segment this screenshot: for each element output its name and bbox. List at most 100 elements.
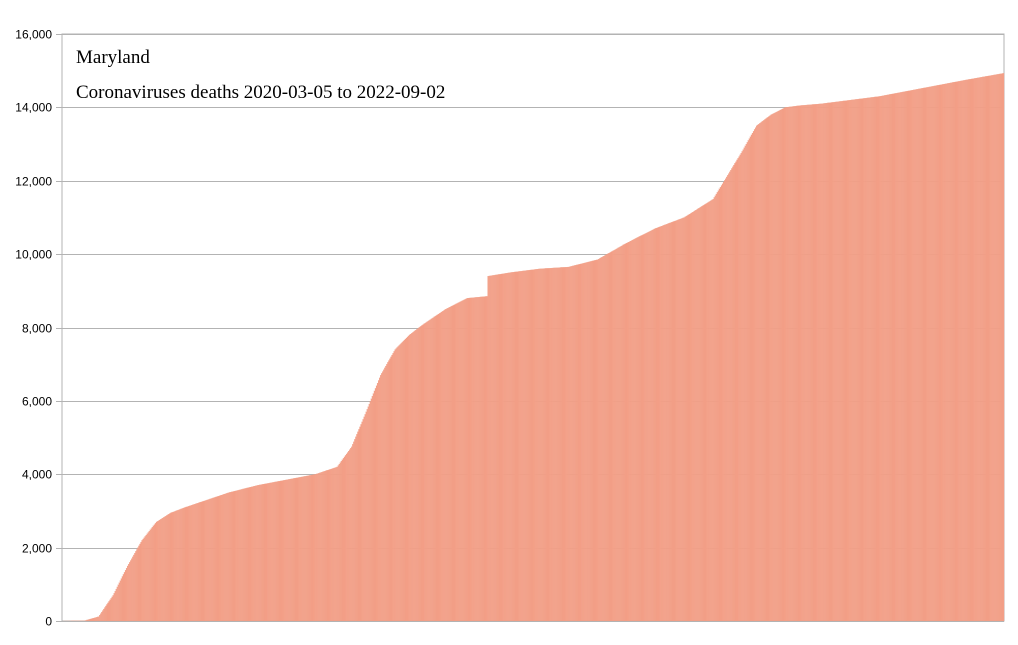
bar bbox=[394, 349, 396, 622]
bar bbox=[276, 481, 278, 622]
bar bbox=[300, 476, 302, 622]
bar bbox=[973, 78, 976, 622]
bar bbox=[139, 543, 141, 622]
bar bbox=[914, 89, 916, 622]
bar bbox=[533, 269, 536, 622]
bar bbox=[753, 129, 756, 622]
bar bbox=[593, 260, 596, 622]
bar bbox=[634, 238, 636, 622]
bar bbox=[358, 429, 360, 622]
bar bbox=[332, 468, 334, 622]
bar bbox=[878, 96, 881, 622]
bar bbox=[860, 98, 862, 622]
bar bbox=[415, 330, 417, 622]
bar bbox=[273, 482, 275, 622]
bar bbox=[843, 100, 846, 622]
bar bbox=[489, 275, 491, 622]
bar bbox=[667, 223, 669, 622]
bar bbox=[280, 480, 283, 622]
bar bbox=[654, 228, 657, 622]
bar bbox=[808, 104, 810, 622]
bar bbox=[278, 481, 281, 622]
bar bbox=[231, 491, 233, 622]
bar bbox=[164, 516, 166, 622]
bar bbox=[317, 473, 319, 622]
bar bbox=[782, 108, 785, 622]
bar bbox=[742, 149, 744, 622]
bar bbox=[184, 507, 187, 622]
bar bbox=[780, 109, 783, 622]
bar bbox=[176, 510, 178, 622]
bar bbox=[314, 474, 317, 622]
bar bbox=[299, 477, 301, 622]
bar bbox=[965, 79, 967, 622]
bar bbox=[836, 101, 838, 622]
bar bbox=[515, 271, 517, 622]
bar bbox=[298, 477, 300, 622]
bar bbox=[354, 439, 356, 622]
bar bbox=[297, 477, 299, 622]
bar bbox=[888, 94, 890, 622]
bar bbox=[203, 500, 205, 622]
bar bbox=[372, 393, 375, 622]
bar bbox=[420, 326, 422, 622]
bar bbox=[290, 478, 292, 622]
bar bbox=[946, 83, 948, 622]
bar bbox=[405, 337, 408, 622]
bar bbox=[166, 515, 168, 622]
bar bbox=[501, 273, 504, 622]
bar bbox=[766, 117, 768, 622]
bar bbox=[128, 564, 130, 622]
bar bbox=[993, 74, 995, 622]
bar bbox=[302, 476, 304, 622]
bar bbox=[236, 490, 238, 622]
bar bbox=[708, 201, 710, 622]
bar bbox=[478, 297, 480, 622]
bar bbox=[392, 353, 394, 622]
bar bbox=[124, 570, 127, 622]
bar bbox=[736, 159, 738, 622]
bar bbox=[248, 487, 251, 622]
bar bbox=[192, 504, 194, 622]
bar bbox=[191, 505, 193, 622]
bar bbox=[429, 319, 431, 622]
bar bbox=[784, 107, 787, 622]
bar bbox=[92, 618, 95, 622]
bar bbox=[471, 297, 474, 622]
bar bbox=[582, 263, 584, 622]
bar bbox=[936, 85, 939, 622]
bar bbox=[905, 91, 908, 622]
bar bbox=[920, 88, 922, 622]
bar bbox=[440, 311, 443, 622]
bar bbox=[642, 234, 644, 622]
bar bbox=[781, 108, 784, 622]
bar bbox=[762, 120, 764, 622]
bar bbox=[397, 346, 399, 622]
bar bbox=[106, 604, 108, 622]
bar bbox=[549, 268, 551, 622]
bar bbox=[653, 228, 656, 622]
bar bbox=[161, 518, 163, 622]
bar bbox=[445, 309, 447, 622]
bar bbox=[261, 484, 263, 622]
bar bbox=[422, 324, 424, 622]
bar bbox=[981, 77, 983, 622]
bar bbox=[718, 188, 721, 622]
bar bbox=[403, 340, 406, 622]
bar bbox=[933, 85, 935, 622]
bar bbox=[477, 297, 479, 622]
bar bbox=[620, 245, 622, 622]
bar bbox=[764, 119, 766, 622]
bar bbox=[322, 471, 324, 622]
bar bbox=[735, 161, 737, 622]
bar bbox=[215, 496, 218, 622]
bar bbox=[214, 497, 217, 622]
bar bbox=[399, 344, 401, 622]
bar bbox=[292, 478, 294, 622]
bar bbox=[659, 226, 662, 622]
bar bbox=[171, 512, 173, 622]
bar bbox=[999, 73, 1002, 622]
bar bbox=[222, 494, 224, 622]
bar bbox=[863, 98, 865, 622]
bar bbox=[523, 270, 525, 622]
